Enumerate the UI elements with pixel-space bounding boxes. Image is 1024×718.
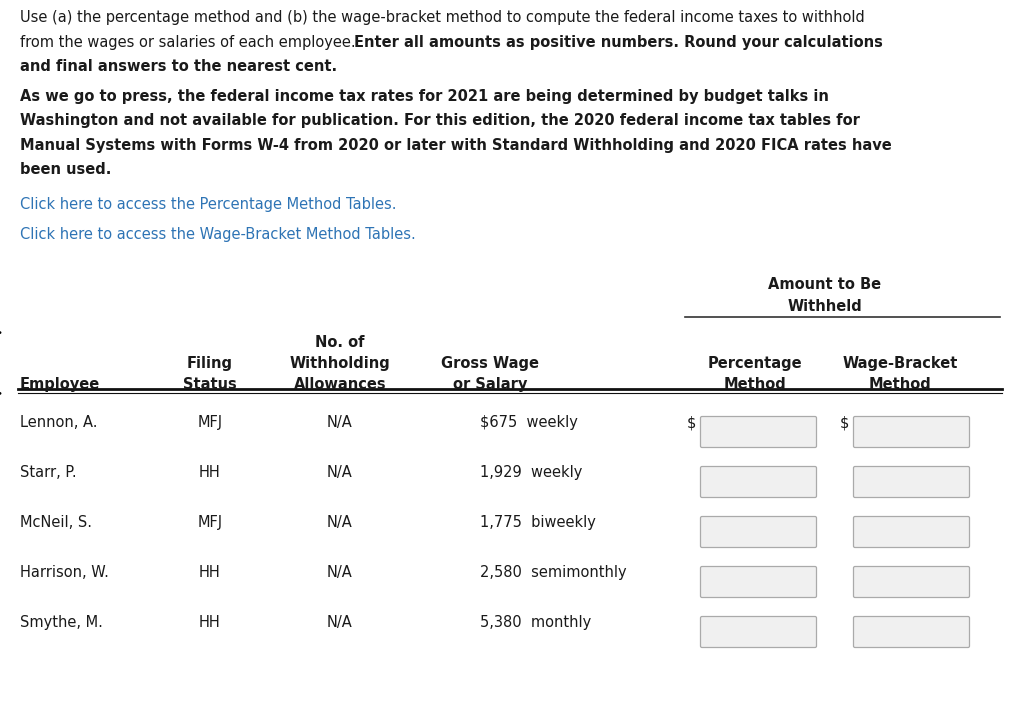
Text: HH: HH [199, 465, 221, 480]
Text: from the wages or salaries of each employee.: from the wages or salaries of each emplo… [20, 34, 360, 50]
FancyBboxPatch shape [700, 467, 816, 498]
Text: N/A: N/A [327, 515, 353, 530]
Text: Manual Systems with Forms W-4 from 2020 or later with Standard Withholding and 2: Manual Systems with Forms W-4 from 2020 … [20, 138, 892, 153]
Text: Method: Method [724, 377, 786, 392]
FancyBboxPatch shape [853, 416, 970, 447]
FancyBboxPatch shape [853, 516, 970, 548]
Text: Method: Method [868, 377, 932, 392]
Text: Allowances: Allowances [294, 377, 386, 392]
Text: HH: HH [199, 615, 221, 630]
Text: Amount to Be: Amount to Be [768, 277, 882, 292]
FancyBboxPatch shape [700, 617, 816, 648]
Text: McNeil, S.: McNeil, S. [20, 515, 92, 530]
Text: Percentage: Percentage [708, 356, 803, 371]
Text: Harrison, W.: Harrison, W. [20, 565, 109, 580]
FancyBboxPatch shape [700, 416, 816, 447]
Text: N/A: N/A [327, 565, 353, 580]
Text: Lennon, A.: Lennon, A. [20, 415, 97, 430]
Text: HH: HH [199, 565, 221, 580]
Text: MFJ: MFJ [198, 415, 222, 430]
Text: Use (a) the percentage method and (b) the wage-bracket method to compute the fed: Use (a) the percentage method and (b) th… [20, 10, 864, 25]
Text: Smythe, M.: Smythe, M. [20, 615, 102, 630]
Text: Filing: Filing [187, 356, 233, 371]
Text: N/A: N/A [327, 465, 353, 480]
FancyBboxPatch shape [853, 617, 970, 648]
FancyBboxPatch shape [853, 567, 970, 597]
Text: Click here to access the Percentage Method Tables.: Click here to access the Percentage Meth… [20, 197, 396, 212]
Text: As we go to press, the federal income tax rates for 2021 are being determined by: As we go to press, the federal income ta… [20, 89, 828, 104]
Text: Starr, P.: Starr, P. [20, 465, 77, 480]
Text: N/A: N/A [327, 615, 353, 630]
Text: 5,380  monthly: 5,380 monthly [480, 615, 591, 630]
Text: Employee: Employee [20, 377, 100, 392]
Text: Click here to access the Wage-Bracket Method Tables.: Click here to access the Wage-Bracket Me… [20, 227, 416, 242]
Text: 1,929  weekly: 1,929 weekly [480, 465, 583, 480]
Text: $: $ [840, 415, 849, 430]
Text: Enter all amounts as positive numbers. Round your calculations: Enter all amounts as positive numbers. R… [354, 34, 883, 50]
Text: MFJ: MFJ [198, 515, 222, 530]
Text: Gross Wage: Gross Wage [441, 356, 539, 371]
FancyBboxPatch shape [700, 567, 816, 597]
Text: 2,580  semimonthly: 2,580 semimonthly [480, 565, 627, 580]
Text: Status: Status [183, 377, 237, 392]
Text: $675  weekly: $675 weekly [480, 415, 578, 430]
Text: 1,775  biweekly: 1,775 biweekly [480, 515, 596, 530]
Text: Wage-Bracket: Wage-Bracket [843, 356, 957, 371]
FancyBboxPatch shape [853, 467, 970, 498]
Text: N/A: N/A [327, 415, 353, 430]
Text: been used.: been used. [20, 162, 112, 177]
Text: or Salary: or Salary [453, 377, 527, 392]
Text: and final answers to the nearest cent.: and final answers to the nearest cent. [20, 59, 337, 74]
Text: Withholding: Withholding [290, 356, 390, 371]
Text: Washington and not available for publication. For this edition, the 2020 federal: Washington and not available for publica… [20, 113, 860, 129]
Text: Withheld: Withheld [787, 299, 862, 314]
Text: No. of: No. of [315, 335, 365, 350]
FancyBboxPatch shape [700, 516, 816, 548]
Text: $: $ [687, 415, 696, 430]
